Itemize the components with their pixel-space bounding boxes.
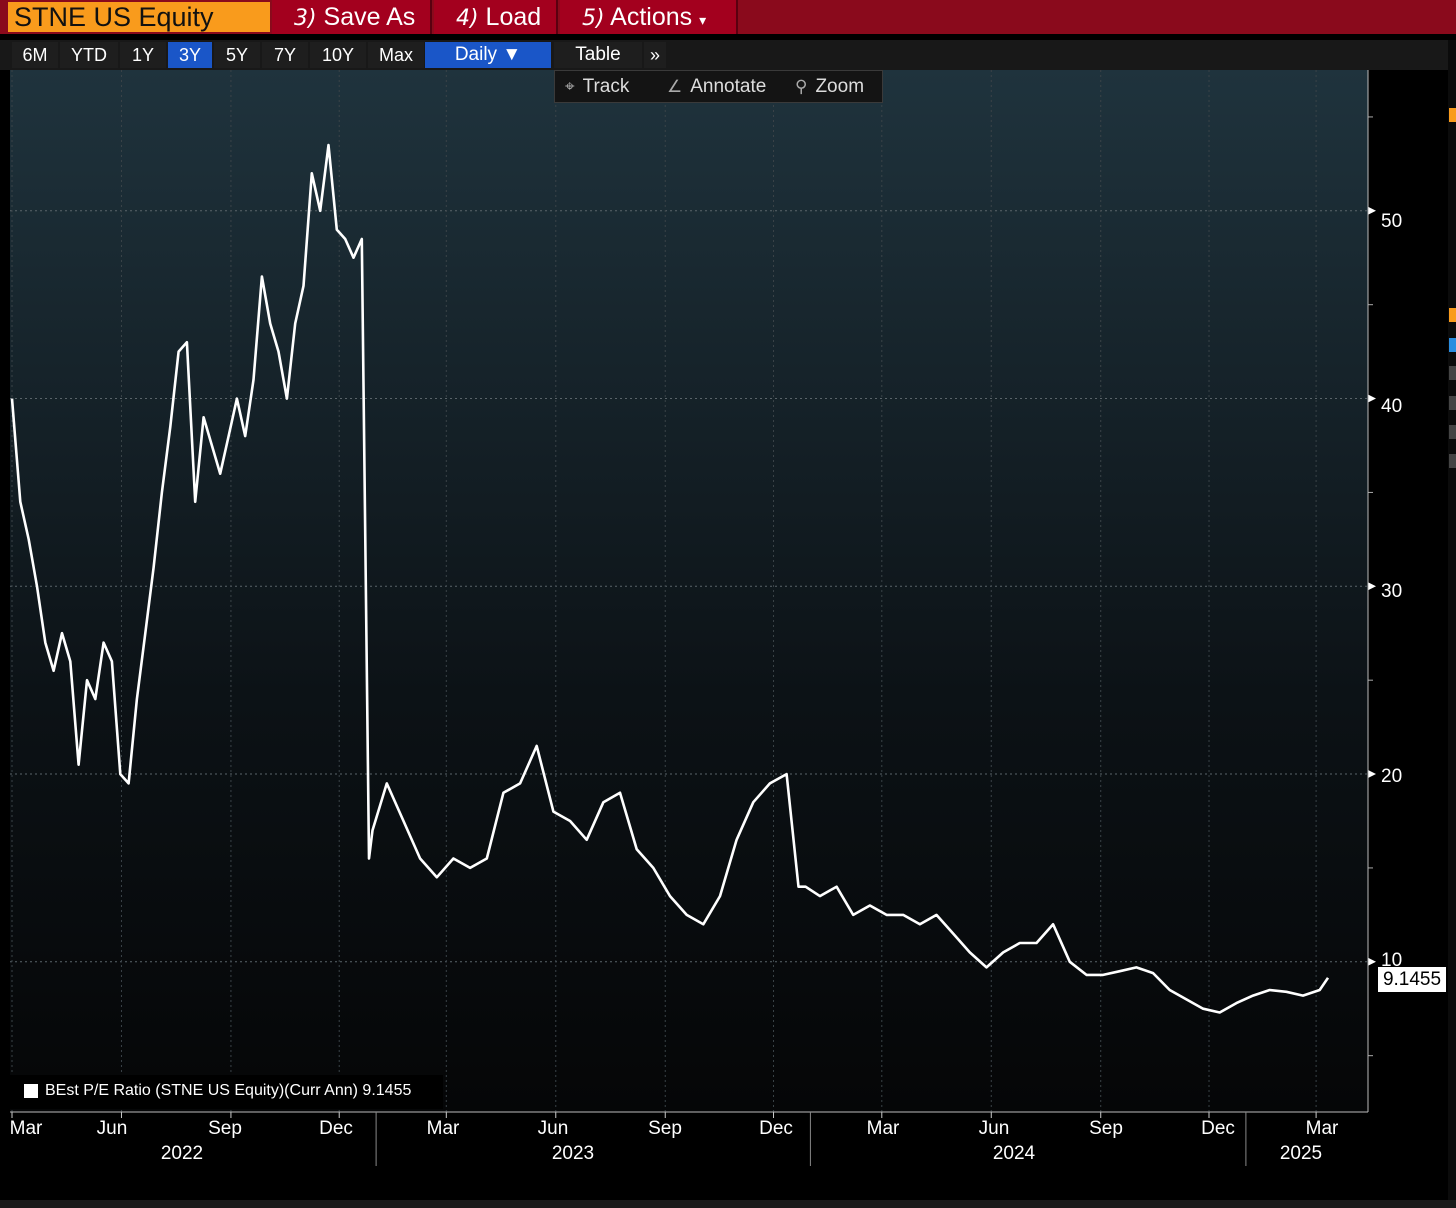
range-10y-button[interactable]: 10Y <box>310 42 366 68</box>
legend[interactable]: BEst P/E Ratio (STNE US Equity)(Curr Ann… <box>10 1075 443 1109</box>
x-year-label: 2022 <box>160 1143 204 1164</box>
tool-label: Annotate <box>690 76 767 97</box>
save-as-button[interactable]: 3) Save As <box>272 0 432 34</box>
range-ytd-button[interactable]: YTD <box>60 42 118 68</box>
table-button[interactable]: Table <box>554 42 642 68</box>
range-7y-button[interactable]: 7Y <box>262 42 308 68</box>
chart-tools: ⌖ Track ∠ Annotate ⚲ Zoom <box>554 70 883 103</box>
pe-ratio-line <box>10 143 1330 1014</box>
x-tick-label: Dec <box>759 1118 793 1139</box>
x-year-label: 2025 <box>1279 1143 1323 1164</box>
ticker-field[interactable]: STNE US Equity <box>8 2 270 32</box>
tool-label: Track <box>582 76 630 97</box>
panel-marker <box>1449 108 1456 122</box>
plot-area[interactable] <box>10 70 1368 1112</box>
track-tool[interactable]: ⌖ Track <box>565 71 629 102</box>
y-tick-label: 40 <box>1381 396 1403 417</box>
x-tick-label: Jun <box>978 1118 1010 1139</box>
x-tick-label: Sep <box>208 1118 242 1139</box>
actions-button[interactable]: 5) Actions ▾ <box>560 0 738 34</box>
y-tick-label: 50 <box>1381 211 1403 232</box>
x-tick-label: Dec <box>319 1118 353 1139</box>
zoom-tool[interactable]: ⚲ Zoom <box>795 71 864 102</box>
annotate-tool[interactable]: ∠ Annotate <box>667 71 766 102</box>
x-tick-label: Jun <box>96 1118 128 1139</box>
x-year-label: 2024 <box>992 1143 1036 1164</box>
crosshair-icon: ⌖ <box>565 77 575 96</box>
load-button[interactable]: 4) Load <box>434 0 558 34</box>
menu-label: Actions <box>610 3 693 31</box>
menu-number: 4) <box>456 6 479 31</box>
legend-swatch <box>24 1084 38 1098</box>
x-tick-label: Mar <box>866 1118 900 1139</box>
range-6m-button[interactable]: 6M <box>12 42 58 68</box>
axes <box>10 70 1376 1166</box>
menu-label: Save As <box>323 3 416 31</box>
grid-lines <box>10 70 1368 1112</box>
magnifier-icon: ⚲ <box>795 77 808 96</box>
x-tick-label: Dec <box>1201 1118 1235 1139</box>
menu-number: 5) <box>582 6 605 31</box>
bottom-bar <box>0 1200 1456 1208</box>
y-tick-marker <box>1368 206 1376 215</box>
x-tick-label: Jun <box>537 1118 569 1139</box>
y-tick-label: 20 <box>1381 766 1403 787</box>
y-tick-marker <box>1368 957 1376 966</box>
panel-marker <box>1449 425 1456 439</box>
legend-label: BEst P/E Ratio (STNE US Equity)(Curr Ann… <box>45 1082 412 1099</box>
panel-marker <box>1449 338 1456 352</box>
tool-label: Zoom <box>815 76 865 97</box>
x-tick-label: Mar <box>9 1118 43 1139</box>
menu-label: Load <box>485 3 542 31</box>
y-tick-label: 30 <box>1381 581 1403 602</box>
x-tick-label: Sep <box>1089 1118 1123 1139</box>
panel-marker <box>1449 396 1456 410</box>
panel-marker <box>1449 308 1456 322</box>
y-tick-marker <box>1368 394 1376 403</box>
last-value-label: 9.1455 <box>1378 967 1446 992</box>
pencil-icon: ∠ <box>667 77 683 96</box>
menu-number: 3) <box>294 6 317 31</box>
range-1y-button[interactable]: 1Y <box>120 42 166 68</box>
range-3y-button[interactable]: 3Y <box>168 42 212 68</box>
y-tick-marker <box>1368 770 1376 779</box>
right-panel-edge <box>1448 40 1456 1208</box>
x-tick-label: Mar <box>426 1118 460 1139</box>
y-tick-marker <box>1368 582 1376 591</box>
frequency-dropdown[interactable]: Daily ▼ <box>425 42 551 68</box>
x-tick-label: Mar <box>1305 1118 1339 1139</box>
more-button[interactable]: » <box>644 42 666 68</box>
x-year-label: 2023 <box>551 1143 595 1164</box>
panel-marker <box>1449 366 1456 380</box>
x-tick-label: Sep <box>648 1118 682 1139</box>
panel-marker <box>1449 454 1456 468</box>
caret-down-icon: ▾ <box>699 12 707 28</box>
y-tick-label: 10 <box>1381 950 1403 971</box>
range-max-button[interactable]: Max <box>368 42 424 68</box>
range-5y-button[interactable]: 5Y <box>214 42 260 68</box>
